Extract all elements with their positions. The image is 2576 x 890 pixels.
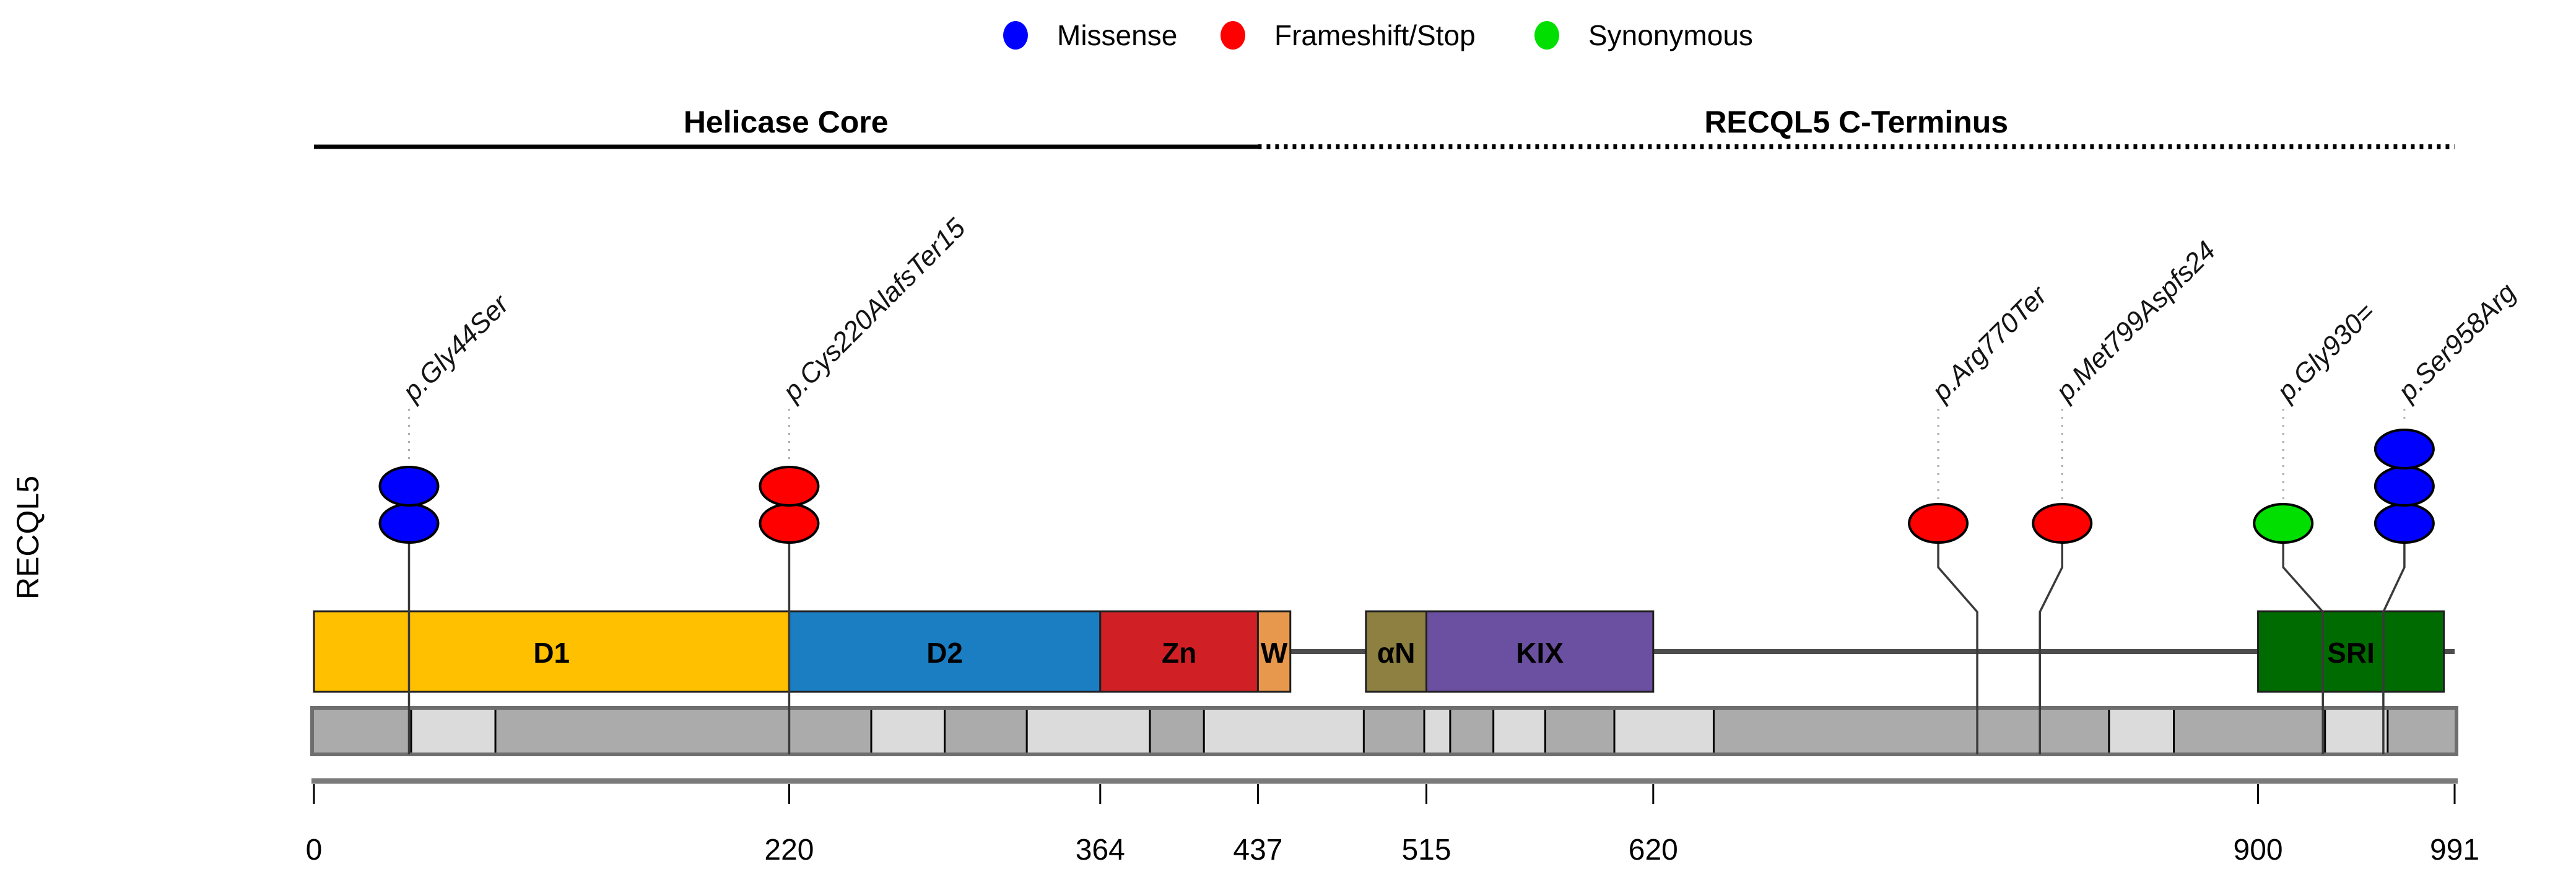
mutation-circle-p-Cys220AlafsTer15 [759, 466, 820, 507]
mutation-circle-p-Ser958Arg [2374, 503, 2435, 544]
exon-bar-border [310, 706, 2458, 756]
domain-box-D2 [788, 610, 1102, 693]
exon-segment [1493, 710, 1546, 753]
mutation-label-p-Ser958Arg: p.Ser958Arg [2391, 277, 2522, 408]
exon-segment [1545, 710, 1615, 753]
domain-label: D2 [926, 637, 963, 669]
domain-box-αN [1365, 610, 1428, 693]
legend-label: Synonymous [1588, 19, 1753, 51]
domain-box-W [1256, 610, 1292, 693]
x-axis-tick-label: 364 [1076, 834, 1125, 866]
exon-segment [871, 710, 945, 753]
domain-box-Zn [1099, 610, 1259, 693]
exon-segment [1450, 710, 1494, 753]
mutation-stick-p-Gly930- [2282, 543, 2324, 754]
x-axis-tick-label: 0 [306, 834, 323, 866]
exon-segment [314, 710, 411, 753]
mutation-circle-p-Cys220AlafsTer15 [759, 503, 820, 544]
region-label: Helicase Core [684, 105, 889, 139]
gene-axis-label: RECQL5 [11, 476, 45, 600]
mutation-stick-p-Met799Aspfs24 [2039, 543, 2063, 754]
exon-segment [2325, 710, 2388, 753]
mutation-label-p-Cys220AlafsTer15: p.Cys220AlafsTer15 [776, 212, 971, 408]
exon-segment [2174, 710, 2325, 753]
mutation-circle-p-Gly44Ser [378, 466, 440, 507]
x-axis-tick-label: 437 [1233, 834, 1282, 866]
domain-label: SRI [2327, 637, 2375, 669]
exon-segment [2387, 710, 2455, 753]
exon-segment [944, 710, 1027, 753]
domain-box-SRI [2257, 610, 2445, 693]
exon-segment [411, 710, 496, 753]
domain-label: Zn [1162, 637, 1196, 669]
exon-segment [495, 710, 872, 753]
region-label: RECQL5 C-Terminus [1704, 105, 2008, 139]
mutation-label-p-Arg770Ter: p.Arg770Ter [1925, 279, 2054, 408]
mutation-stick-p-Arg770Ter [1937, 543, 1978, 754]
legend-swatch-missense-icon [1003, 21, 1028, 50]
x-axis-tick-label: 515 [1401, 834, 1451, 866]
domain-label: KIX [1516, 637, 1564, 669]
exon-segment [1150, 710, 1204, 753]
domain-label: W [1261, 637, 1288, 669]
x-axis-tick-label: 900 [2234, 834, 2283, 866]
mutation-circle-p-Ser958Arg [2374, 429, 2435, 469]
legend-swatch-synonymous-icon [1534, 21, 1559, 50]
exon-segment [2108, 710, 2174, 753]
domain-label: αN [1377, 637, 1416, 669]
exon-segment [1424, 710, 1450, 753]
mutation-circle-p-Ser958Arg [2374, 466, 2435, 507]
mutation-label-p-Gly44Ser: p.Gly44Ser [396, 288, 515, 408]
mutation-circle-p-Gly44Ser [378, 503, 440, 544]
mutation-circle-p-Met799Aspfs24 [2032, 503, 2093, 544]
domain-label: D1 [533, 637, 570, 669]
legend-swatch-frameshift-stop-icon [1221, 21, 1245, 50]
exon-segment [1614, 710, 1714, 753]
mutation-label-p-Gly930-: p.Gly930= [2270, 297, 2381, 408]
exon-segment [1364, 710, 1425, 753]
domain-box-KIX [1425, 610, 1655, 693]
x-axis-tick-label: 991 [2430, 834, 2479, 866]
legend-label: Missense [1057, 19, 1177, 51]
exon-segment [1713, 710, 2109, 753]
legend-label: Frameshift/Stop [1274, 19, 1476, 51]
mutation-circle-p-Arg770Ter [1908, 503, 1969, 544]
mutation-stick-p-Ser958Arg [2382, 543, 2406, 754]
mutation-label-p-Met799Aspfs24: p.Met799Aspfs24 [2049, 235, 2221, 408]
domain-box-D1 [313, 610, 790, 693]
x-axis-tick-label: 220 [764, 834, 814, 866]
exon-segment [1027, 710, 1151, 753]
x-axis-tick-label: 620 [1629, 834, 1678, 866]
mutation-circle-p-Gly930- [2253, 503, 2314, 544]
exon-segment [1204, 710, 1364, 753]
